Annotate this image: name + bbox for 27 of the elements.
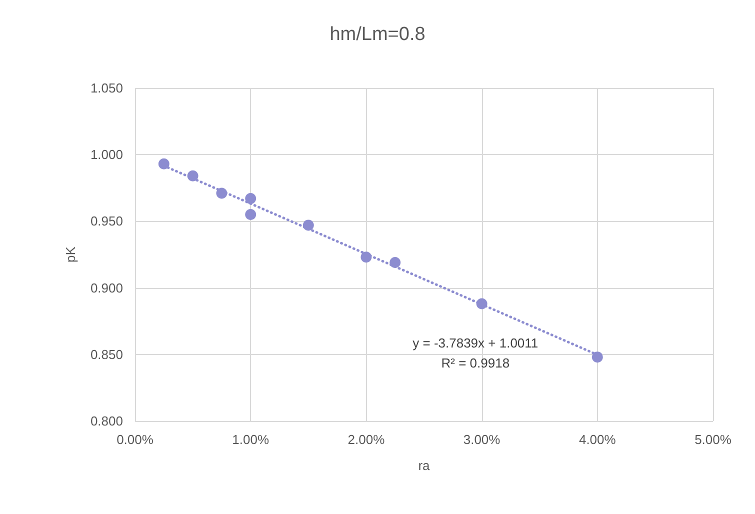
y-tick-label: 0.900 [90, 280, 123, 296]
x-axis-title: ra [418, 458, 431, 473]
x-tick-label: 0.00% [116, 432, 154, 447]
x-tick-label: 2.00% [348, 432, 386, 447]
point [158, 158, 170, 170]
x-tick-label: 3.00% [463, 432, 501, 447]
y-tick-label: 1.050 [90, 80, 123, 96]
point [187, 170, 198, 182]
y-tick-label: 1.000 [90, 147, 123, 162]
annotation: y = -3.7839x + 1.0011 [412, 335, 538, 350]
chart-title: hm/Lm=0.8 [330, 24, 426, 45]
point [390, 256, 401, 268]
y-tick-label: 0.850 [90, 346, 123, 362]
point [302, 220, 314, 231]
point [592, 352, 603, 363]
point [216, 188, 228, 199]
point [476, 298, 488, 310]
point [360, 252, 372, 263]
point [245, 209, 256, 220]
y-tick-label: 0.950 [90, 214, 123, 229]
annotation: R² = 0.9918 [441, 355, 510, 370]
x-tick-label: 4.00% [578, 432, 616, 447]
x-tick-label: 1.00% [232, 432, 270, 447]
point [245, 193, 256, 204]
y-axis-title: pK [63, 246, 78, 262]
y-tick-label: 0.800 [90, 414, 123, 428]
x-tick-label: 5.00% [694, 432, 732, 447]
